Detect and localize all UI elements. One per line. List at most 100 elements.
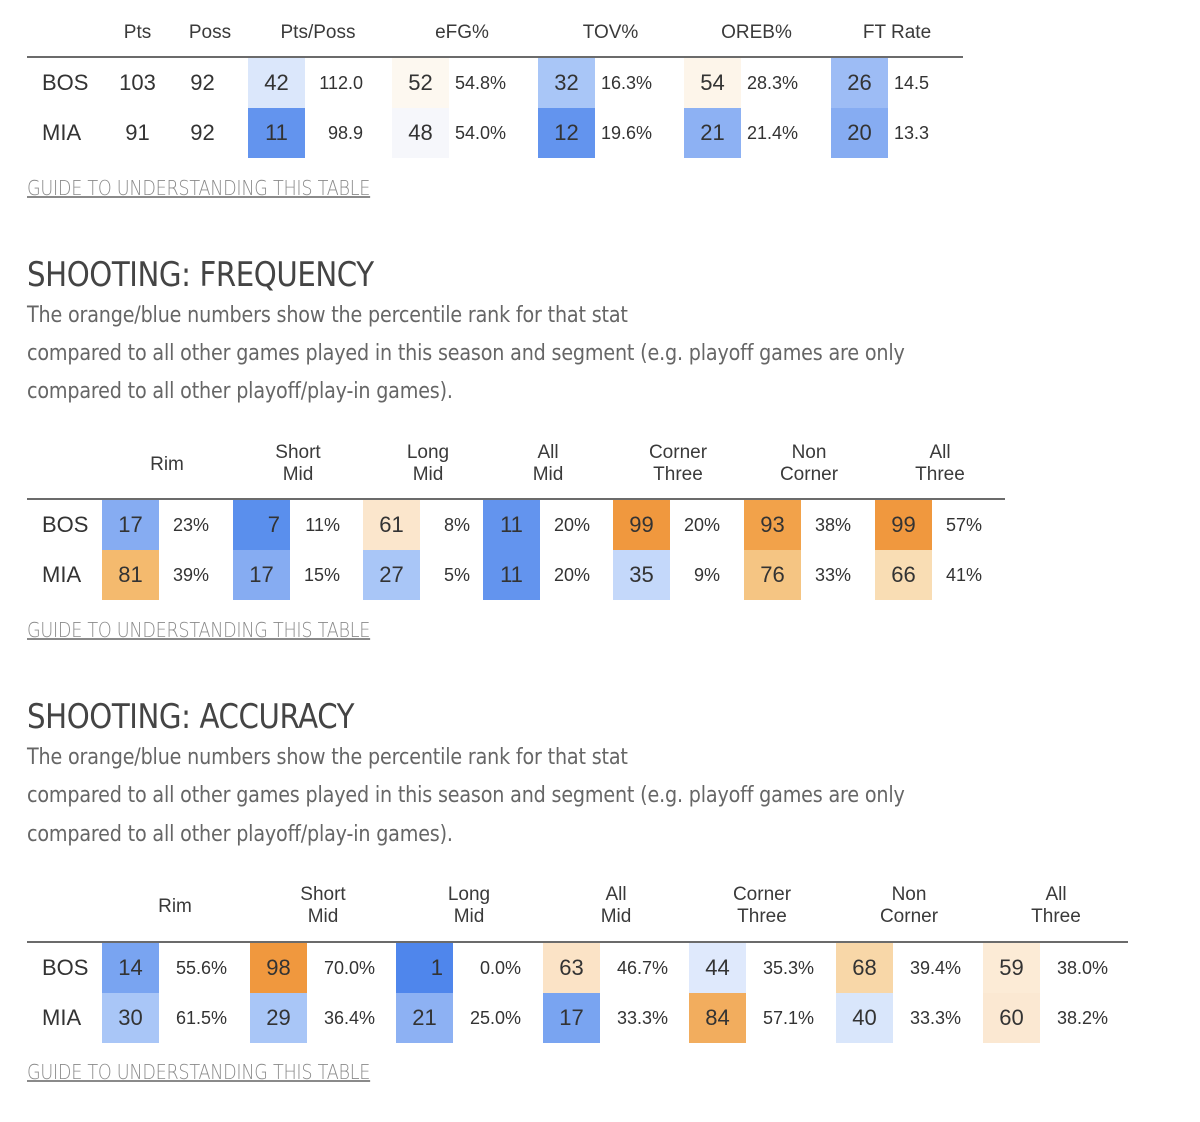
stat-value: 9%: [693, 565, 720, 585]
header-divider: [27, 56, 963, 58]
header-oreb: OREB%: [721, 22, 792, 43]
percentile-rank: 93: [744, 500, 801, 550]
header-rim: Rim: [158, 896, 192, 917]
ft-rank: 20: [831, 108, 888, 158]
stat-value: 55.6%: [175, 958, 227, 978]
header-line-1: Non: [891, 884, 927, 905]
header-line-2: Three: [653, 464, 703, 485]
frequency-description-line-3: compared to all other playoff/play-in ga…: [27, 379, 453, 404]
stat-value: 61.5%: [175, 1008, 227, 1028]
frequency-guide-link[interactable]: GUIDE TO UNDERSTANDING THIS TABLE: [27, 618, 371, 642]
pts-poss-rank: 11: [248, 108, 305, 158]
header-line-1: All: [605, 884, 627, 905]
section-title-frequency: SHOOTING: FREQUENCY: [27, 255, 374, 295]
header-pts: Pts: [123, 22, 152, 43]
stat-value: 20%: [553, 515, 590, 535]
header-line-2: Mid: [453, 906, 485, 927]
stat-value: 23%: [172, 515, 209, 535]
percentile-rank: 66: [875, 550, 932, 600]
percentile-rank: 68: [836, 943, 893, 993]
stat-value: 25.0%: [469, 1008, 521, 1028]
percentile-rank: 1: [396, 943, 453, 993]
percentile-rank: 14: [102, 943, 159, 993]
percentile-rank: 11: [483, 550, 540, 600]
poss-value: 92: [190, 120, 215, 145]
tov-value: 16.3%: [601, 73, 653, 93]
tov-rank: 12: [538, 108, 595, 158]
team-name: MIA: [42, 120, 82, 145]
stat-value: 15%: [303, 565, 340, 585]
percentile-rank: 17: [233, 550, 290, 600]
stat-value: 5%: [443, 565, 470, 585]
percentile-rank: 11: [483, 500, 540, 550]
percentile-rank: 27: [363, 550, 420, 600]
stat-value: 8%: [443, 515, 470, 535]
frequency-description-line-2: compared to all other games played in th…: [27, 341, 905, 366]
stat-value: 57%: [945, 515, 982, 535]
stat-value: 41%: [945, 565, 982, 585]
stat-value: 33.3%: [616, 1008, 668, 1028]
pts-poss-value: 112.0: [319, 73, 363, 93]
header-line-1: All: [929, 442, 951, 463]
percentile-rank: 7: [233, 500, 290, 550]
stat-value: 38%: [814, 515, 851, 535]
efg-rank: 52: [392, 58, 449, 108]
percentile-rank: 76: [744, 550, 801, 600]
header-line-2: Mid: [307, 906, 339, 927]
stat-value: 33.3%: [909, 1008, 961, 1028]
header-line-2: Corner: [779, 464, 839, 485]
team-name: MIA: [42, 562, 82, 587]
stat-value: 0.0%: [479, 958, 521, 978]
percentile-rank: 44: [689, 943, 746, 993]
percentile-rank: 84: [689, 993, 746, 1043]
stat-value: 38.2%: [1056, 1008, 1108, 1028]
team-name: BOS: [42, 512, 89, 537]
header-line-2: Three: [1031, 906, 1081, 927]
frequency-description-line-1: The orange/blue numbers show the percent…: [27, 303, 628, 328]
header-line-1: All: [1045, 884, 1067, 905]
percentile-rank: 99: [613, 500, 670, 550]
stat-value: 20%: [553, 565, 590, 585]
header-ft-rate: FT Rate: [862, 22, 932, 43]
percentile-rank: 21: [396, 993, 453, 1043]
stat-value: 36.4%: [323, 1008, 375, 1028]
percentile-rank: 30: [102, 993, 159, 1043]
pts-poss-value: 98.9: [327, 123, 363, 143]
team-name: MIA: [42, 1005, 82, 1030]
oreb-rank: 21: [684, 108, 741, 158]
header-line-1: Corner: [648, 442, 708, 463]
pts-value: 91: [125, 120, 150, 145]
percentile-rank: 17: [543, 993, 600, 1043]
percentile-rank: 40: [836, 993, 893, 1043]
header-efg: eFG%: [435, 22, 489, 43]
header-poss: Poss: [188, 22, 232, 43]
header-tov: TOV%: [582, 22, 639, 43]
header-line-2: Mid: [600, 906, 632, 927]
accuracy-guide-link[interactable]: GUIDE TO UNDERSTANDING THIS TABLE: [27, 1060, 371, 1084]
header-divider: [27, 941, 1128, 943]
efg-value: 54.0%: [455, 123, 507, 143]
header-line-1: Corner: [732, 884, 792, 905]
stat-value: 57.1%: [762, 1008, 814, 1028]
team-name: BOS: [42, 955, 89, 980]
stat-value: 38.0%: [1056, 958, 1108, 978]
section-title-accuracy: SHOOTING: ACCURACY: [27, 697, 355, 737]
header-line-1: Short: [275, 442, 321, 463]
stat-value: 11%: [305, 515, 340, 535]
header-line-2: Corner: [879, 906, 939, 927]
percentile-rank: 98: [250, 943, 307, 993]
percentile-rank: 63: [543, 943, 600, 993]
guide-link[interactable]: GUIDE TO UNDERSTANDING THIS TABLE: [27, 176, 371, 200]
tov-rank: 32: [538, 58, 595, 108]
stat-value: 20%: [683, 515, 720, 535]
percentile-rank: 99: [875, 500, 932, 550]
percentile-rank: 35: [613, 550, 670, 600]
pts-poss-rank: 42: [248, 58, 305, 108]
stat-value: 46.7%: [616, 958, 668, 978]
percentile-rank: 81: [102, 550, 159, 600]
percentile-rank: 59: [983, 943, 1040, 993]
header-line-2: Mid: [412, 464, 444, 485]
header-line-2: Mid: [532, 464, 564, 485]
oreb-rank: 54: [684, 58, 741, 108]
tov-value: 19.6%: [601, 123, 653, 143]
